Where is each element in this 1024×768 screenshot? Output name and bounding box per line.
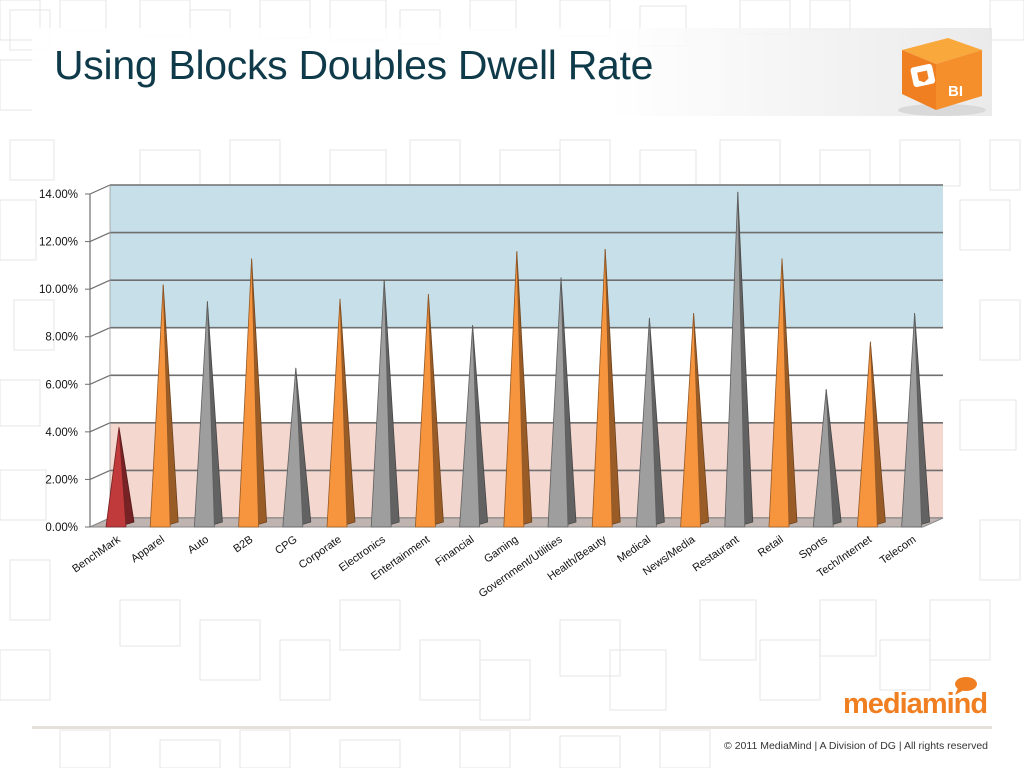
y-tick-label: 8.00% xyxy=(45,332,78,344)
y-tick-label: 2.00% xyxy=(45,474,78,486)
bar-news-media xyxy=(680,313,710,528)
bar-corporate xyxy=(326,298,356,528)
bar-entertainment xyxy=(414,294,444,528)
bar-front-face xyxy=(105,427,127,528)
x-tick-label: Financial xyxy=(433,534,476,569)
bar-front-face xyxy=(547,277,569,528)
x-tick-label: Auto xyxy=(186,534,211,557)
bar-apparel xyxy=(149,284,179,528)
x-tick-label: Sports xyxy=(797,533,830,561)
bar-front-face xyxy=(503,251,525,528)
y-tick-label: 0.00% xyxy=(45,522,78,534)
bar-b-b xyxy=(238,258,268,528)
bar-front-face xyxy=(680,313,702,528)
gridline-depth xyxy=(89,279,111,290)
gridline-depth xyxy=(89,469,111,480)
bar-front-face xyxy=(459,325,481,528)
gridline-depth xyxy=(89,232,111,243)
x-tick-label: Gaming xyxy=(482,534,520,566)
x-tick-label: Medical xyxy=(615,534,653,566)
gridline-depth xyxy=(89,184,111,195)
bar-medical xyxy=(635,317,665,528)
bar-telecom xyxy=(901,313,931,528)
logo-text: BI xyxy=(948,83,963,100)
speech-bubble-icon xyxy=(955,677,977,695)
bar-health-beauty xyxy=(591,248,621,528)
x-tick-label: Government/Utilities xyxy=(477,533,565,600)
bar-front-face xyxy=(282,367,304,528)
bar-front-face xyxy=(768,258,790,528)
bar-restaurant xyxy=(724,191,754,528)
x-tick-label: Apparel xyxy=(129,534,167,566)
bar-front-face xyxy=(149,284,171,528)
bar-financial xyxy=(459,325,489,528)
bar-auto xyxy=(193,301,223,528)
gridline-depth xyxy=(89,374,111,385)
bar-front-face xyxy=(591,248,613,528)
bar-front-face xyxy=(635,317,657,528)
slide-title: Using Blocks Doubles Dwell Rate xyxy=(54,42,654,88)
x-tick-label: BenchMark xyxy=(70,533,123,575)
bar-cpg xyxy=(282,367,312,528)
title-bar xyxy=(32,28,992,116)
x-tick-label: Telecom xyxy=(878,534,918,567)
gridline-depth xyxy=(89,422,111,433)
y-tick-label: 10.00% xyxy=(39,284,78,296)
bar-front-face xyxy=(370,279,392,528)
y-tick-label: 6.00% xyxy=(45,379,78,391)
bar-tech-internet xyxy=(856,341,886,528)
copyright-text: © 2011 MediaMind | A Division of DG | Al… xyxy=(724,740,988,752)
footer-divider xyxy=(32,726,992,729)
x-tick-label: B2B xyxy=(231,534,255,556)
bar-front-face xyxy=(238,258,260,528)
bar-gaming xyxy=(503,251,533,528)
bar-front-face xyxy=(193,301,215,528)
x-tick-label: Retail xyxy=(756,534,786,560)
bar-benchmark xyxy=(105,427,135,528)
bar-electronics xyxy=(370,279,400,528)
bar-front-face xyxy=(724,191,746,528)
bar-front-face xyxy=(856,341,878,528)
x-tick-label: CPG xyxy=(273,534,299,558)
bar-sports xyxy=(812,389,842,528)
x-tick-label: Corporate xyxy=(297,534,344,572)
bar-front-face xyxy=(812,389,834,528)
gridline-depth xyxy=(89,327,111,338)
x-tick-label: Restaurant xyxy=(691,534,742,575)
band-1 xyxy=(110,185,943,328)
bar-government-utilities xyxy=(547,277,577,528)
y-tick-label: 14.00% xyxy=(39,189,78,201)
y-tick-label: 4.00% xyxy=(45,427,78,439)
bar-front-face xyxy=(901,313,923,528)
bar-front-face xyxy=(326,298,348,528)
bar-front-face xyxy=(414,294,436,528)
bi-cube-logo-icon: BI xyxy=(898,38,986,116)
bar-retail xyxy=(768,258,798,528)
brand-logo: mediamind xyxy=(843,688,988,720)
y-tick-label: 12.00% xyxy=(39,237,78,249)
